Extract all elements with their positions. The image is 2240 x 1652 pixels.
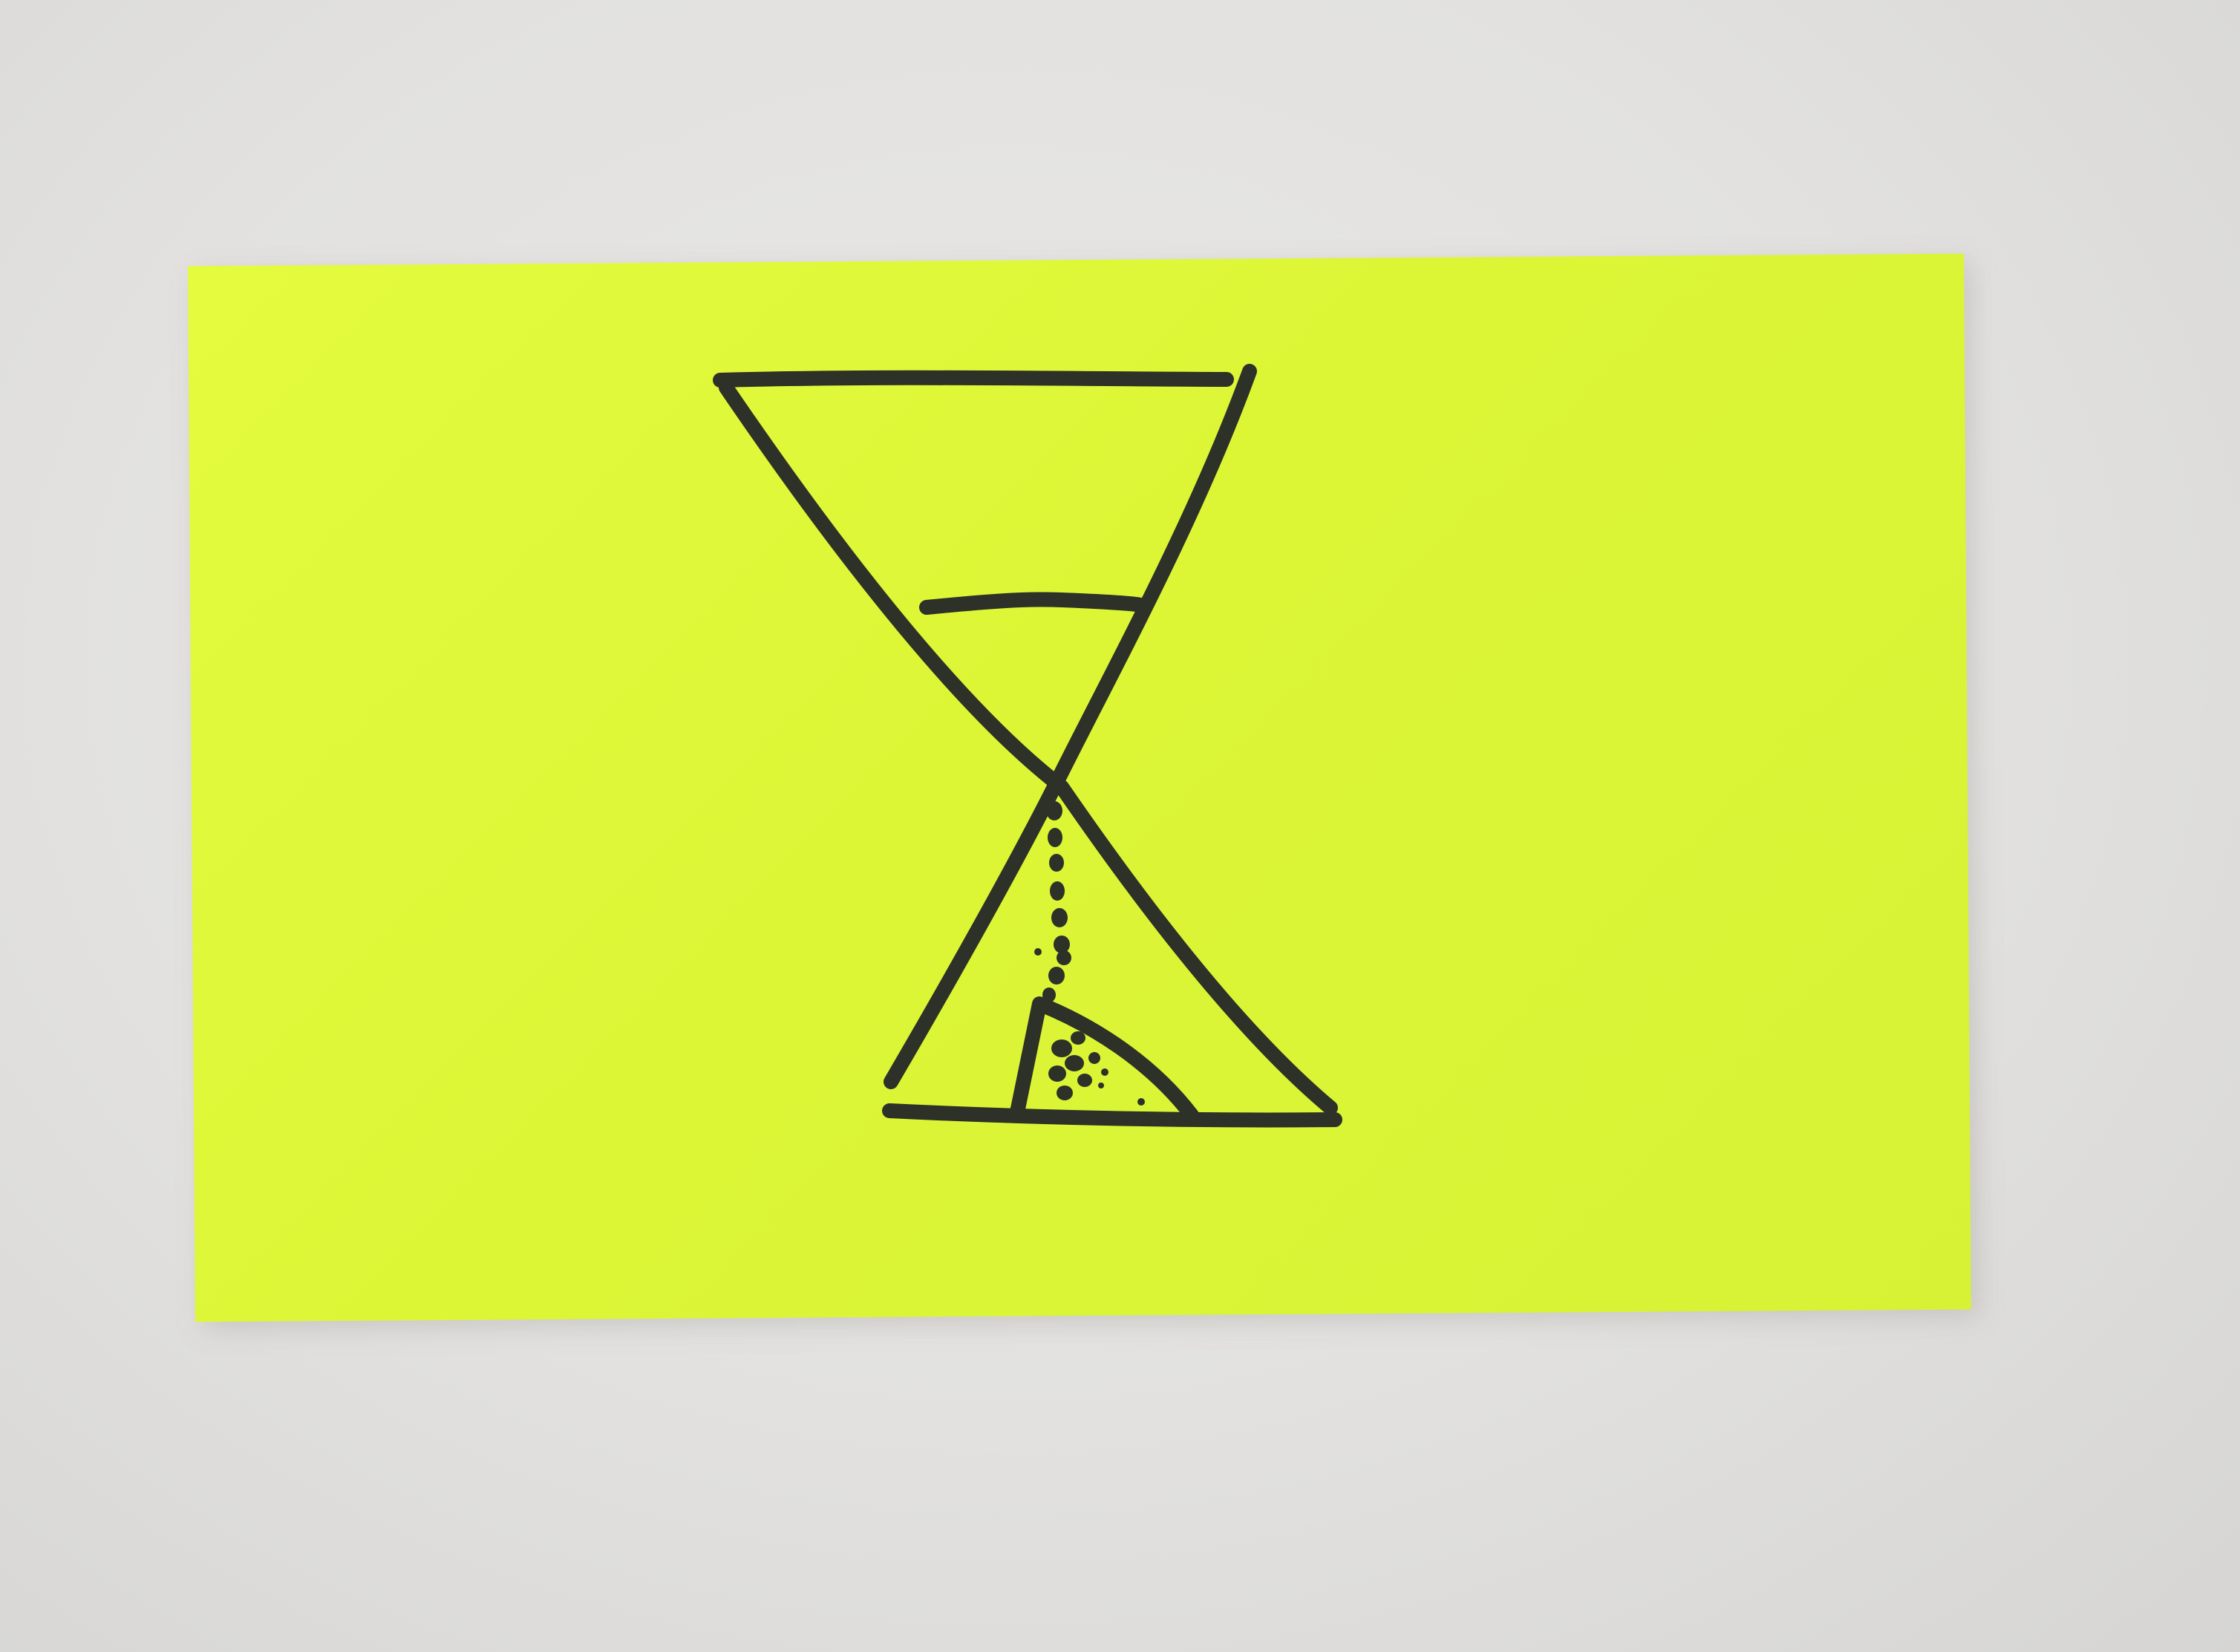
lower-sand-pile	[1010, 996, 1199, 1123]
hourglass-top-line	[713, 370, 1234, 388]
hourglass-base-line	[882, 1103, 1342, 1128]
hourglass-right-diagonal	[884, 364, 1257, 1089]
settled-sand-grains	[1048, 1031, 1145, 1106]
falling-sand-grains	[1034, 801, 1071, 1002]
upper-sand-level-line	[919, 592, 1148, 615]
hourglass-left-diagonal	[719, 380, 1338, 1115]
